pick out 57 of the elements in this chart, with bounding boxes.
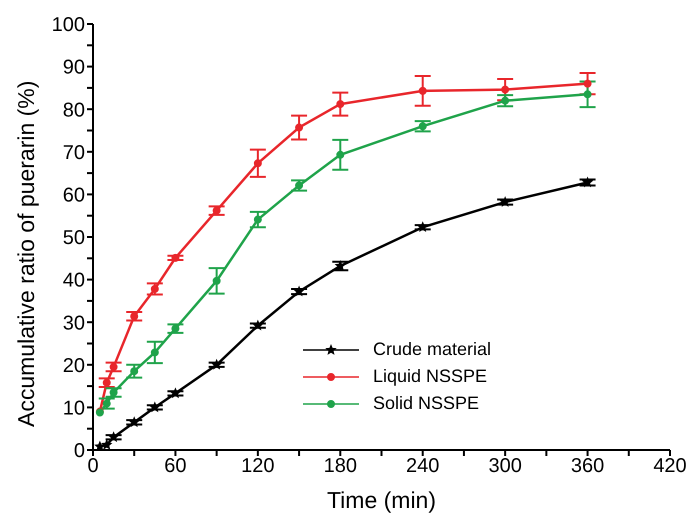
point	[293, 286, 305, 296]
point	[110, 362, 118, 371]
y-tick-label: 70	[62, 142, 85, 164]
point	[110, 388, 118, 396]
point	[252, 320, 264, 330]
point	[212, 206, 221, 215]
point	[582, 176, 594, 188]
point	[501, 96, 510, 105]
point	[101, 438, 112, 450]
x-tick-label: 0	[87, 455, 99, 478]
x-tick-label: 300	[488, 455, 522, 478]
x-tick-label: 420	[653, 455, 687, 478]
x-tick-label: 240	[406, 455, 440, 478]
legend-label: Crude material	[373, 339, 492, 360]
point	[254, 216, 262, 224]
legend-label: Liquid NSSPE	[373, 366, 488, 387]
y-axis-title: Accumulative ratio of puerarin (%)	[13, 80, 40, 427]
x-tick-label: 360	[570, 455, 604, 478]
y-tick-label: 0	[74, 440, 85, 462]
point	[102, 378, 111, 387]
point	[150, 284, 159, 293]
point	[584, 90, 592, 98]
y-tick-label: 10	[62, 398, 85, 420]
point	[254, 159, 262, 168]
y-tick-label: 30	[62, 312, 85, 334]
y-tick-label: 80	[62, 99, 85, 122]
y-tick-label: 40	[62, 270, 85, 292]
point	[171, 254, 180, 262]
point	[418, 86, 427, 95]
point	[334, 260, 346, 271]
x-tick-label: 120	[241, 455, 275, 478]
point	[128, 416, 140, 428]
point	[171, 324, 180, 333]
point	[212, 276, 221, 285]
legend-label: Solid NSSPE	[373, 393, 480, 414]
point	[418, 122, 427, 130]
point	[501, 86, 510, 94]
y-tick-label: 20	[62, 354, 85, 377]
point	[336, 150, 344, 159]
point	[149, 401, 161, 412]
x-tick-label: 60	[164, 455, 187, 478]
y-tick-label: 60	[62, 184, 85, 206]
point	[336, 100, 344, 108]
y-tick-label: 100	[52, 14, 85, 36]
point	[150, 348, 159, 356]
y-tick-label: 50	[62, 227, 85, 250]
point	[210, 358, 222, 370]
point	[295, 124, 304, 132]
x-tick-label: 180	[324, 455, 357, 478]
point	[130, 312, 138, 320]
point	[170, 387, 182, 398]
point	[584, 80, 592, 88]
point	[130, 367, 138, 376]
x-axis-title: Time (min)	[326, 487, 436, 513]
point	[295, 181, 304, 190]
point	[108, 431, 120, 442]
y-tick-label: 90	[62, 56, 85, 79]
